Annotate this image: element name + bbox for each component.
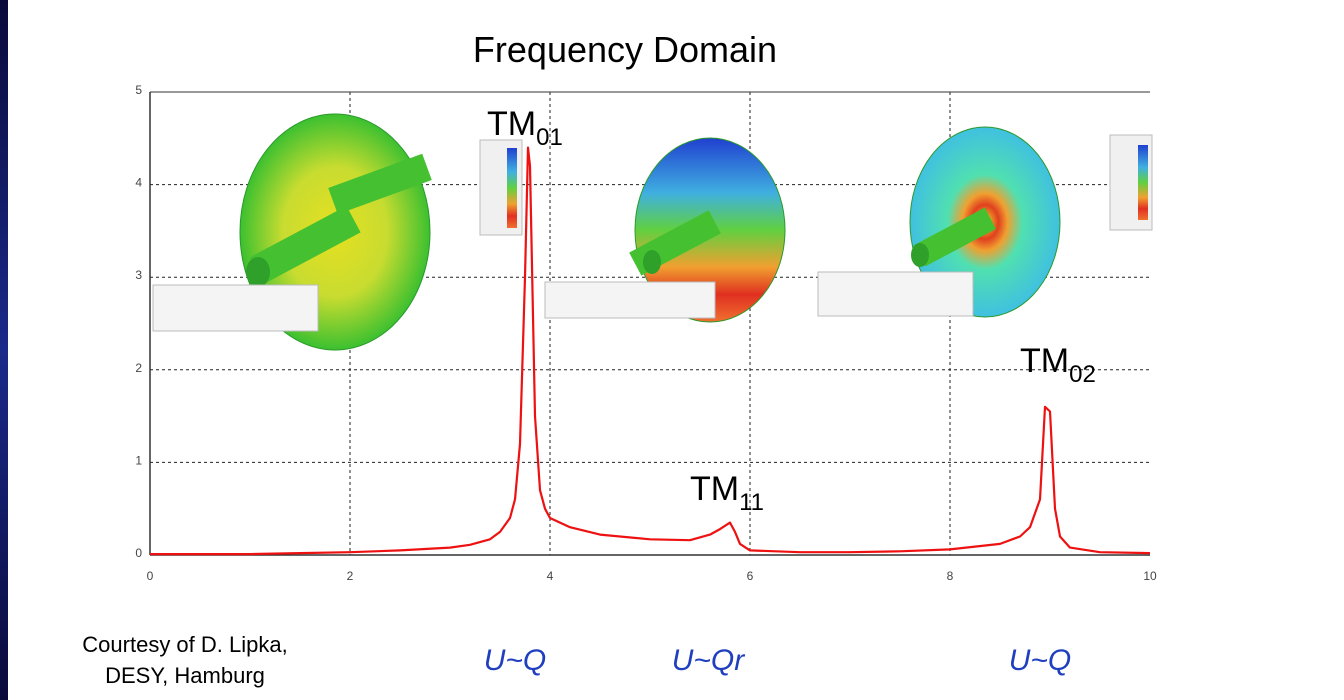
- slide: Frequency Domain Co: [0, 0, 1344, 700]
- x-tick-label: 2: [347, 569, 354, 583]
- y-tick-label: 0: [135, 546, 142, 560]
- x-tick-label: 4: [547, 569, 554, 583]
- peak-label-sub: 02: [1069, 361, 1096, 388]
- peak-label-sub: 01: [536, 124, 563, 151]
- peak-label-main: TM: [1020, 342, 1069, 380]
- field-image-tm01: [153, 114, 522, 350]
- peak-label: TM11: [690, 470, 764, 516]
- chart-title: Frequency Domain: [473, 29, 777, 70]
- mode-scaling: U~Q: [484, 644, 547, 677]
- y-tick-label: 1: [135, 453, 142, 467]
- mode-scaling: U~Q: [1009, 644, 1072, 677]
- y-tick-label: 2: [135, 361, 142, 375]
- x-tick-label: 8: [947, 569, 954, 583]
- peak-label-sub: 11: [739, 489, 764, 516]
- credit-line: DESY, Hamburg: [105, 663, 265, 688]
- y-tick-label: 4: [135, 176, 142, 190]
- peak-label: TM02: [1020, 342, 1096, 388]
- x-tick-label: 0: [147, 569, 154, 583]
- credit-line: Courtesy of D. Lipka,: [82, 632, 287, 657]
- x-tick-label: 10: [1143, 569, 1157, 583]
- peak-label-main: TM: [690, 470, 739, 508]
- peak-label-main: TM: [487, 105, 536, 143]
- side-strip: [0, 0, 8, 700]
- field-image-tm11: [545, 138, 785, 322]
- y-tick-label: 3: [135, 268, 142, 282]
- mode-scaling: U~Qr: [672, 644, 746, 677]
- field-image-tm02: [818, 127, 1152, 317]
- field-images: [153, 114, 1152, 350]
- x-tick-label: 6: [747, 569, 754, 583]
- y-tick-label: 5: [135, 83, 142, 97]
